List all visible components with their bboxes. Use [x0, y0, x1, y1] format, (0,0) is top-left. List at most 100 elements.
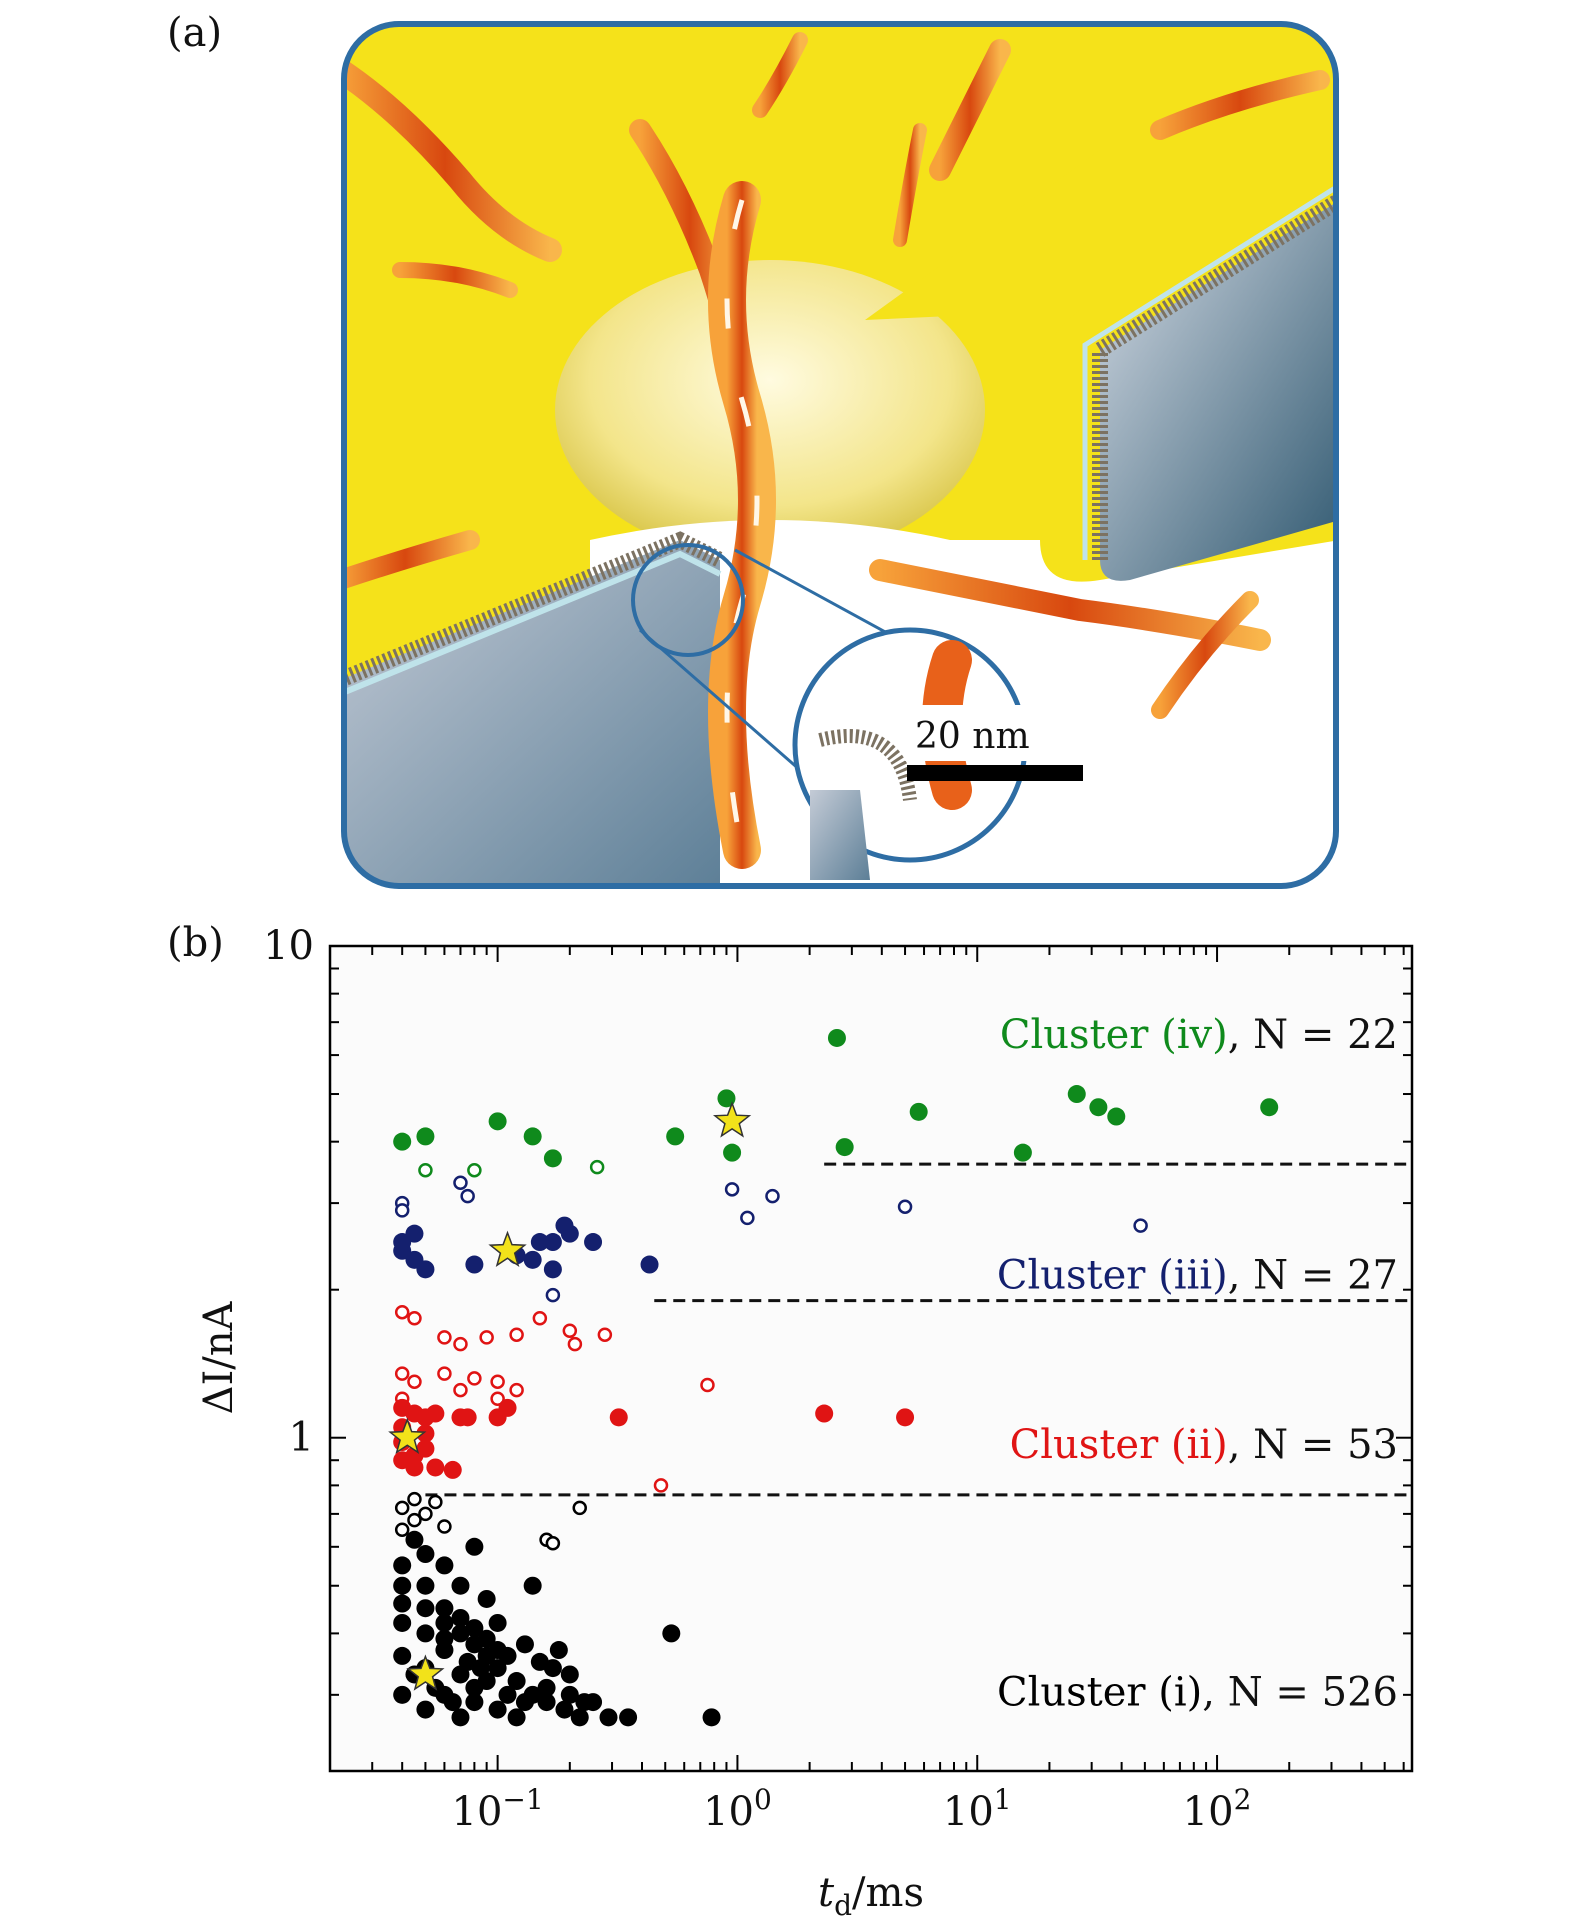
- cluster-iv-open-point: [418, 1162, 433, 1178]
- cluster-i-point: [515, 1635, 534, 1654]
- panel-b-label: (b): [167, 920, 224, 966]
- cluster-iv-point: [523, 1127, 542, 1146]
- cluster-ii-point: [896, 1408, 915, 1427]
- cluster-iii-point: [584, 1233, 603, 1252]
- cluster-i-point: [560, 1685, 579, 1704]
- cluster-iv-point: [416, 1127, 435, 1146]
- scale-bar-label: 20 nm: [915, 716, 1030, 757]
- left-substrate: [344, 540, 720, 886]
- cluster-iv-representative-star: [712, 1101, 752, 1138]
- cluster-iii-point: [393, 1241, 412, 1260]
- cluster-iv-point: [1067, 1085, 1086, 1104]
- cluster-iv-point: [909, 1102, 928, 1121]
- cluster-iv-point: [1089, 1098, 1108, 1117]
- cluster-ii-open-point: [453, 1336, 468, 1352]
- cluster-iv-point: [666, 1127, 685, 1146]
- cluster-i-point: [560, 1665, 579, 1684]
- cluster-i-point: [488, 1659, 507, 1678]
- cluster-i-label: Cluster (i), N = 526: [997, 1669, 1398, 1715]
- cluster-iv-point: [488, 1112, 507, 1131]
- nanopore-illustration: 20 nm: [341, 21, 1339, 889]
- cluster-i-point: [619, 1708, 638, 1727]
- cluster-ii-point: [815, 1404, 834, 1423]
- cluster-ii-open-point: [700, 1377, 715, 1393]
- right-substrate: [1100, 200, 1336, 581]
- cluster-ii-open-point: [509, 1382, 524, 1398]
- cluster-i-point: [393, 1594, 412, 1613]
- cluster-i-point: [537, 1678, 556, 1697]
- cluster-ii-representative-star: [388, 1417, 427, 1455]
- cluster-ii-open-point: [490, 1374, 505, 1389]
- cluster-i-open-point: [418, 1506, 433, 1522]
- cluster-iv-point: [723, 1143, 742, 1162]
- cluster-i-point: [393, 1576, 412, 1595]
- cluster-i-point: [471, 1659, 490, 1678]
- cluster-i-point: [416, 1624, 435, 1643]
- y-tick-label: 10: [263, 923, 314, 969]
- cluster-i-point: [416, 1599, 435, 1618]
- plot-frame: [328, 944, 1414, 1773]
- panel-a-label: (a): [167, 10, 223, 56]
- cluster-ii-open-point: [509, 1327, 524, 1342]
- cluster-iv-point: [1013, 1143, 1032, 1162]
- cluster-i-point: [488, 1641, 507, 1660]
- cluster-ii-open-point: [597, 1327, 613, 1342]
- cluster-i-point: [530, 1652, 549, 1671]
- cluster-iii-open-point: [460, 1188, 475, 1204]
- cluster-i-open-point: [394, 1500, 410, 1516]
- cluster-ii-point: [426, 1458, 445, 1477]
- cluster-i-point: [575, 1693, 594, 1712]
- cluster-iii-open-point: [765, 1188, 780, 1204]
- cluster-i-open-point: [437, 1519, 452, 1534]
- pore-opening: [555, 260, 985, 560]
- cluster-i-point: [451, 1624, 470, 1643]
- cluster-i-point: [435, 1599, 454, 1618]
- cluster-i-point: [393, 1685, 412, 1704]
- axis-ticks: [329, 945, 1412, 1771]
- tick-labels: 10−1 100 101 102 1 10: [263, 923, 1251, 1835]
- cluster-iii-point: [523, 1250, 542, 1269]
- cluster-ii-open-point: [653, 1478, 669, 1493]
- cluster-ii-open-point: [394, 1304, 410, 1320]
- cluster-iii-point: [543, 1260, 562, 1279]
- threshold-lines: [425, 1162, 1412, 1497]
- cluster-i-open-point: [572, 1500, 587, 1516]
- cluster-ii-open-point: [407, 1374, 422, 1389]
- cluster-ii-open-point: [562, 1323, 578, 1339]
- cluster-i-point: [465, 1693, 484, 1712]
- cluster-i-point: [465, 1619, 484, 1638]
- cluster-i-open-point: [407, 1491, 422, 1507]
- cluster-ii-open-point: [394, 1366, 410, 1381]
- cluster-iii-point: [543, 1233, 562, 1252]
- cluster-iii-open-point: [724, 1182, 740, 1197]
- cluster-iv-point: [827, 1028, 846, 1047]
- cluster-iii-point: [530, 1233, 549, 1252]
- cluster-ii-open-point: [437, 1330, 452, 1345]
- cluster-labels: Cluster (iv), N = 22 Cluster (iii), N = 2…: [997, 1012, 1398, 1715]
- cluster-i-point: [498, 1685, 517, 1704]
- cluster-ii-open-point: [407, 1310, 422, 1326]
- cluster-ii-point: [416, 1424, 435, 1443]
- cluster-i-point: [599, 1708, 618, 1727]
- cluster-iv-point: [393, 1132, 412, 1151]
- cluster-iii-point: [465, 1255, 484, 1274]
- x-tick-label: 102: [1183, 1783, 1252, 1835]
- cluster-i-point: [477, 1589, 496, 1608]
- cluster-ii-open-point: [479, 1330, 494, 1345]
- cluster-i-point: [435, 1613, 454, 1632]
- cluster-ii-label: Cluster (ii), N = 53: [1010, 1422, 1398, 1468]
- cluster-i-point: [702, 1708, 721, 1727]
- cluster-iii-open-point: [545, 1287, 561, 1303]
- cluster-i-point: [393, 1613, 412, 1632]
- cluster-ii-open-point: [567, 1336, 583, 1352]
- cluster-iv-point: [1107, 1107, 1126, 1126]
- cluster-i-point: [393, 1646, 412, 1665]
- y-tick-label: 1: [289, 1415, 314, 1461]
- cluster-ii-open-point: [532, 1310, 548, 1326]
- cluster-i-point: [515, 1693, 534, 1712]
- cluster-iii-open-point: [453, 1175, 468, 1191]
- cluster-i-point: [477, 1629, 496, 1648]
- plot-area: [330, 946, 1412, 1771]
- cluster-i-point: [451, 1576, 470, 1595]
- cluster-iii-open-point: [740, 1210, 755, 1226]
